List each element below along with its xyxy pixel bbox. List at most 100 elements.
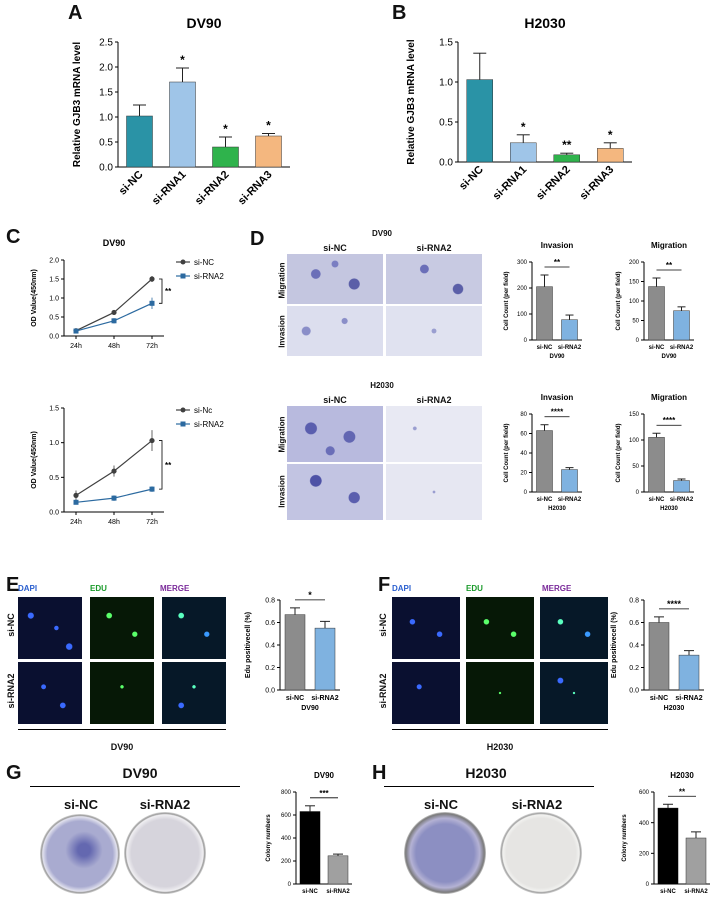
y-tick-label: 400: [639, 821, 650, 827]
significance-mark: *: [266, 119, 271, 133]
colony-dish-h2030-sirna2: [500, 812, 582, 894]
y-tick-label: 0: [524, 490, 528, 496]
transwell-col-label: si-RNA2: [416, 395, 452, 405]
x-tick-label: si-RNA2: [311, 695, 338, 702]
chart-d-migration-h2030: 0 50 100 150 Cell Count (per field) Migration…: [616, 393, 694, 512]
edu-dv90-divider: [18, 729, 226, 730]
colony-h-title: H2030: [465, 765, 507, 781]
x-tick-label: si-NC: [117, 169, 146, 198]
y-tick-label: 0: [524, 338, 528, 344]
y-tick-label: 0.2: [265, 665, 275, 672]
chart-c-cck8-dv90: 0.0 0.5 1.0 1.5 2.0 OD Value(450nm) DV90 24h 48h…: [31, 238, 224, 350]
transwell-dv90-title: DV90: [371, 229, 392, 238]
y-tick-label: 2.0: [49, 257, 59, 264]
series-line: [75, 302, 153, 332]
y-tick-label: 0: [636, 338, 640, 344]
x-tick-label: si-RNA2: [558, 345, 582, 351]
edu-h2030-col-edu: EDU: [466, 584, 483, 593]
data-point: [111, 318, 117, 324]
data-point: [149, 300, 155, 306]
y-tick-label: 60: [520, 432, 527, 438]
y-tick-label: 0.0: [49, 333, 59, 340]
chart-e-edu-dv90: 0.0 0.2 0.4 0.6 0.8 Edu positivecell (%) si-NC…: [245, 590, 340, 712]
x-tick-label: si-RNA1: [150, 169, 189, 208]
x-tick-label: si-NC: [649, 497, 665, 503]
transwell-row-label: Migration: [277, 416, 287, 453]
x-axis-label: DV90: [549, 354, 565, 360]
edu-h2030-row-label: si-NC: [378, 613, 388, 637]
bar: [561, 319, 578, 341]
y-tick-label: 1.5: [49, 276, 59, 283]
y-axis-label: Cell Count (per field): [616, 424, 622, 483]
y-tick-label: 1.0: [49, 295, 59, 302]
significance-mark: ****: [551, 408, 564, 417]
legend-marker: [180, 407, 186, 413]
y-axis-label: Cell Count (per field): [504, 424, 510, 483]
y-axis-label: Relative GJB3 mRNA level: [406, 39, 417, 164]
x-tick-label: si-RNA3: [578, 164, 617, 203]
y-tick-label: 0: [646, 882, 650, 888]
edu-h2030-sinc-edu: [466, 597, 534, 659]
significance-bracket: [159, 278, 163, 304]
y-tick-label: 600: [639, 790, 650, 796]
x-tick-label: si-RNA2: [193, 169, 232, 208]
panel-letter-h: H: [372, 762, 387, 784]
y-tick-label: 0.5: [99, 138, 113, 149]
y-tick-label: 200: [281, 859, 292, 865]
significance-mark: **: [554, 258, 561, 267]
y-tick-label: 2.0: [99, 63, 113, 74]
x-tick-label: si-NC: [537, 345, 553, 351]
significance-mark: **: [562, 138, 572, 152]
bar: [126, 115, 153, 168]
colony-dish-dv90-sinc: [40, 814, 120, 894]
y-tick-label: 0.5: [439, 118, 453, 129]
y-tick-label: 0.6: [629, 620, 639, 627]
panel-letter-d: D: [250, 228, 265, 250]
transwell-col-label: si-RNA2: [416, 243, 452, 253]
data-point: [149, 486, 155, 492]
edu-dv90-col-dapi: DAPI: [18, 584, 38, 593]
significance-mark: **: [666, 261, 673, 270]
bar: [685, 837, 707, 885]
legend-marker: [180, 421, 186, 427]
x-axis-label: DV90: [301, 705, 319, 712]
y-tick-label: 0.5: [49, 475, 59, 482]
y-tick-label: 50: [632, 464, 639, 470]
panel-letter-b: B: [392, 2, 407, 24]
edu-h2030-col-merge: MERGE: [542, 584, 572, 593]
x-axis-label: DV90: [661, 354, 677, 360]
bar: [212, 146, 239, 168]
chart-title: Migration: [651, 393, 687, 402]
data-point: [111, 495, 117, 501]
y-tick-label: 0.0: [265, 687, 275, 694]
x-tick-label: 72h: [146, 343, 158, 350]
chart-title: Invasion: [541, 393, 574, 402]
edu-h2030-divider: [392, 729, 608, 730]
y-tick-label: 0: [636, 490, 640, 496]
panel-letter-f: F: [378, 574, 391, 596]
y-tick-label: 600: [281, 813, 292, 819]
micrograph-dv90-migration-sirna2: [386, 254, 482, 304]
bar: [284, 614, 306, 691]
y-tick-label: 0.0: [439, 158, 453, 169]
colony-g-label: si-RNA2: [139, 797, 191, 812]
x-tick-label: si-RNA2: [670, 497, 694, 503]
x-tick-label: 24h: [70, 519, 82, 526]
colony-g-divider: [30, 786, 240, 787]
data-point: [73, 492, 79, 498]
colony-g-title: DV90: [122, 765, 158, 781]
edu-dv90-sinc-edu: [90, 597, 154, 659]
bar: [536, 430, 553, 493]
edu-dv90-row-label: si-RNA2: [6, 673, 16, 709]
micrograph-dv90-migration-sinc: [287, 254, 383, 304]
x-tick-label: si-NC: [660, 889, 676, 895]
bar: [327, 855, 349, 885]
edu-h2030-col-dapi: DAPI: [392, 584, 412, 593]
bar: [657, 807, 679, 885]
x-tick-label: si-NC: [650, 695, 668, 702]
significance-mark: **: [165, 461, 172, 470]
edu-h2030-caption: H2030: [486, 742, 514, 752]
significance-mark: *: [223, 122, 228, 136]
chart-c-cck8-h2030: 0.0 0.5 1.0 1.5 OD Value(450nm) 24h 48h 72h si-N…: [31, 405, 224, 526]
edu-h2030-sinc-dapi: [392, 597, 460, 659]
